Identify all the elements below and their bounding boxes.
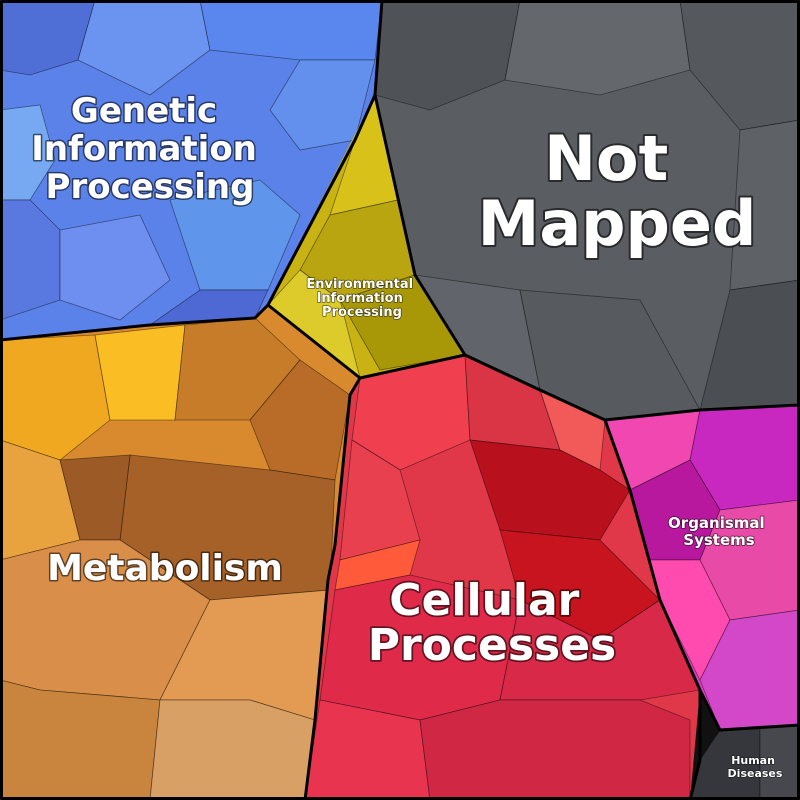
label-human-line-2: Diseases — [728, 767, 783, 780]
region-organismal[interactable] — [604, 404, 800, 731]
label-environmental: Environmental Information Processing — [306, 277, 417, 320]
label-cellular: Cellular Processes — [368, 575, 617, 671]
label-human: Human Diseases — [728, 754, 783, 780]
label-genetic-line-1: Genetic — [71, 91, 217, 131]
label-organismal-line-1: Organismal — [668, 514, 765, 532]
region-not-mapped[interactable] — [374, 0, 800, 421]
label-genetic: Genetic Information Processing — [31, 91, 268, 207]
region-human-cells — [689, 724, 800, 800]
label-organismal-line-2: Systems — [683, 531, 754, 549]
label-environmental-line-3: Processing — [322, 305, 402, 320]
region-metabolism[interactable] — [0, 305, 360, 800]
label-genetic-line-3: Processing — [46, 167, 255, 207]
label-environmental-line-2: Information — [317, 291, 403, 306]
region-genetic[interactable] — [0, 0, 383, 340]
region-metabolism-cells — [0, 317, 351, 800]
region-cellular-cells — [304, 354, 701, 800]
label-cellular-line-2: Processes — [368, 620, 617, 671]
region-human[interactable] — [689, 724, 800, 800]
label-environmental-line-1: Environmental — [306, 277, 413, 292]
region-genetic-cells — [0, 0, 383, 326]
region-environmental-cells — [267, 93, 466, 380]
region-not-mapped-cells — [374, 0, 800, 421]
label-cellular-line-1: Cellular — [389, 575, 579, 626]
region-organismal-cells — [604, 404, 800, 731]
label-not-mapped-line-1: Not — [544, 122, 668, 195]
label-metabolism-line-1: Metabolism — [47, 548, 283, 589]
label-not-mapped-line-2: Mapped — [478, 187, 757, 260]
region-cellular[interactable] — [304, 354, 701, 800]
region-environmental[interactable] — [267, 93, 466, 380]
label-metabolism: Metabolism — [47, 548, 283, 589]
label-human-line-1: Human — [731, 754, 775, 767]
label-not-mapped: Not Mapped — [478, 122, 757, 260]
label-genetic-line-2: Information — [31, 129, 257, 169]
label-organismal: Organismal Systems — [668, 514, 770, 549]
